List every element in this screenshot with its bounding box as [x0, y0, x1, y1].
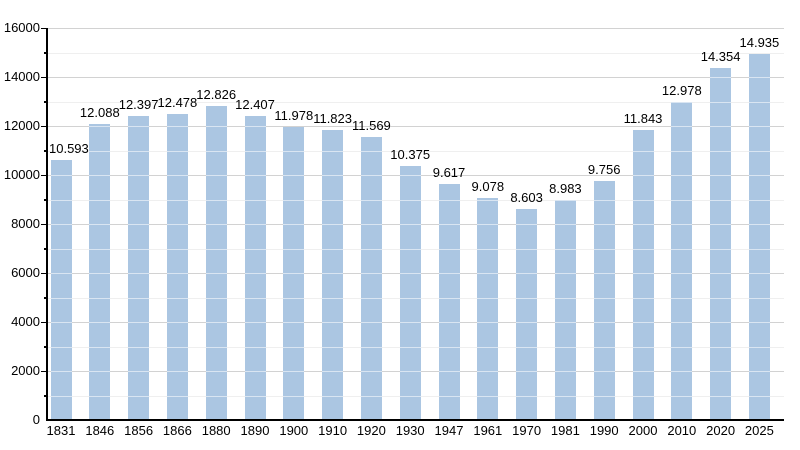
bar-value-label-2010: 12.978 — [661, 83, 702, 99]
y-tick-label: 4000 — [11, 314, 40, 329]
bar-1920 — [360, 136, 382, 420]
y-major-tick — [41, 370, 48, 372]
gridline-over-bars — [48, 346, 784, 348]
bar-value-label-1900: 11.978 — [274, 107, 314, 123]
bar-1981 — [554, 199, 576, 420]
x-tick-label-1846: 1846 — [85, 423, 115, 438]
bar-1866 — [166, 114, 188, 420]
y-tick-label: 8000 — [11, 216, 40, 231]
y-major-tick — [41, 272, 48, 274]
bar-1890 — [244, 116, 266, 420]
y-tick-label: 10000 — [3, 167, 40, 182]
grid-overlay-layer — [48, 28, 784, 420]
x-tick-label-1920: 1920 — [356, 423, 386, 438]
y-major-tick — [41, 76, 48, 78]
bar-value-label-2025: 14.935 — [739, 35, 780, 51]
y-tick-label: 6000 — [11, 265, 40, 280]
y-axis-labels: 0 2000 4000 6000 8000 10000 12000 14000 16000 — [0, 20, 40, 427]
bar-1831 — [50, 160, 72, 420]
y-major-tick — [41, 27, 48, 29]
x-tick-label-1831: 1831 — [46, 423, 76, 438]
x-tick-label-1961: 1961 — [473, 423, 503, 438]
gridline-over-bars — [48, 52, 784, 54]
x-tick-label-2000: 2000 — [628, 423, 658, 438]
gridline-over-bars — [48, 395, 784, 397]
plot-area: 10.593 12.088 12.397 12.478 12.826 12.407 11.9… — [48, 28, 784, 420]
bar-value-label-1856: 12.397 — [118, 97, 159, 113]
y-major-tick — [41, 223, 48, 225]
gridline-over-bars — [48, 175, 784, 176]
bar-1910 — [322, 130, 344, 420]
bar-value-label-1990: 9.756 — [587, 161, 621, 177]
x-tick-label-2020: 2020 — [706, 423, 736, 438]
gridline-over-bars — [48, 224, 784, 225]
bar-1846 — [89, 123, 111, 420]
bar-value-label-1846: 12.088 — [79, 104, 120, 120]
gridline-over-bars — [48, 371, 784, 372]
bar-value-label-2000: 11.843 — [623, 110, 663, 126]
x-tick-label-1900: 1900 — [279, 423, 309, 438]
bar-1961 — [477, 197, 499, 420]
gridline-over-bars — [48, 126, 784, 127]
x-tick-label-2025: 2025 — [744, 423, 774, 438]
x-axis-labels: 1831 1846 1856 1866 1880 1890 1900 1910 1920 1930… — [46, 423, 784, 440]
x-axis-line — [46, 419, 784, 421]
bar-value-label-1947: 9.617 — [432, 165, 466, 181]
gridline-over-bars — [48, 101, 784, 103]
y-tick-label: 16000 — [3, 20, 40, 35]
y-tick-label: 0 — [32, 412, 40, 427]
gridline-over-bars — [48, 77, 784, 78]
x-tick-label-1880: 1880 — [201, 423, 231, 438]
gridline-over-bars — [48, 248, 784, 250]
bar-1970 — [516, 209, 538, 420]
x-tick-label-1910: 1910 — [318, 423, 348, 438]
bar-1880 — [205, 105, 227, 420]
bar-1947 — [438, 184, 460, 420]
x-tick-label-1890: 1890 — [240, 423, 270, 438]
gridline-over-bars — [48, 322, 784, 323]
bar-2010 — [671, 102, 693, 420]
y-major-tick — [41, 125, 48, 127]
y-tick-label: 14000 — [3, 69, 40, 84]
bar-value-label-2020: 14.354 — [700, 49, 741, 65]
value-labels-layer: 10.593 12.088 12.397 12.478 12.826 12.407 11.9… — [48, 28, 784, 420]
gridline-over-bars — [48, 28, 784, 29]
x-tick-label-1981: 1981 — [550, 423, 580, 438]
bar-value-label-1890: 12.407 — [235, 97, 275, 113]
bar-value-label-1961: 9.078 — [471, 178, 505, 194]
y-axis-line — [46, 28, 48, 421]
gridline-over-bars — [48, 297, 784, 299]
y-major-tick — [41, 321, 48, 323]
x-tick-label-2010: 2010 — [667, 423, 697, 438]
bar-value-label-1831: 10.593 — [49, 141, 89, 157]
bar-value-label-1981: 8.983 — [549, 180, 582, 196]
x-tick-label-1856: 1856 — [124, 423, 154, 438]
x-tick-label-1970: 1970 — [512, 423, 542, 438]
bar-1990 — [593, 180, 615, 420]
x-tick-label-1990: 1990 — [589, 423, 619, 438]
bars-layer — [48, 28, 784, 420]
gridline-over-bars — [48, 199, 784, 201]
bar-value-label-1880: 12.826 — [196, 86, 237, 102]
bar-value-label-1970: 8.603 — [510, 190, 543, 206]
bar-value-label-1866: 12.478 — [157, 95, 198, 111]
y-tick-label: 12000 — [3, 118, 40, 133]
bar-value-label-1920: 11.569 — [351, 117, 391, 133]
gridline-over-bars — [48, 273, 784, 274]
bar-1856 — [128, 116, 150, 420]
bar-2020 — [710, 68, 732, 420]
x-tick-label-1930: 1930 — [395, 423, 425, 438]
x-tick-label-1866: 1866 — [162, 423, 192, 438]
bar-value-label-1910: 11.823 — [313, 111, 352, 127]
bar-1930 — [399, 165, 421, 420]
y-major-tick — [41, 174, 48, 176]
bar-value-label-1930: 10.375 — [390, 146, 431, 162]
x-tick-label-1947: 1947 — [434, 423, 464, 438]
bar-2025 — [748, 54, 770, 420]
gridline-over-bars — [48, 150, 784, 152]
y-tick-label: 2000 — [11, 363, 40, 378]
